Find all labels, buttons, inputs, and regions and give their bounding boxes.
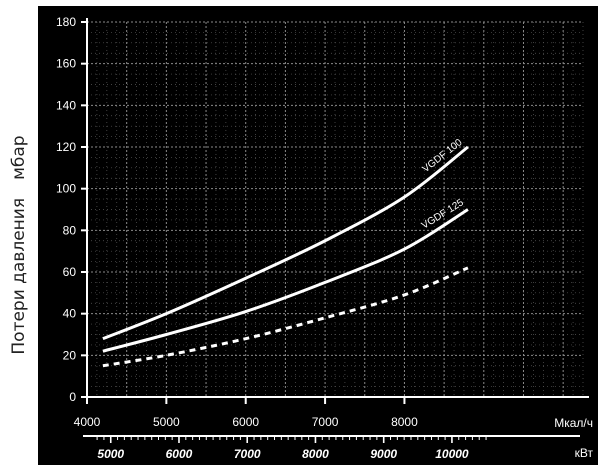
x2-tick-label: 10000 (435, 447, 469, 461)
y-tick-label: 60 (63, 265, 77, 279)
series-line-2 (102, 208, 469, 353)
x2-tick-label: 5000 (97, 447, 124, 461)
y-tick-label: 0 (69, 390, 76, 404)
y-tick-label: 120 (56, 140, 76, 154)
grid (86, 21, 584, 398)
x-tick-label: 4000 (74, 415, 101, 429)
x-axis-unit-label: Мкал/ч (554, 416, 593, 430)
y-axis-label: Потери давления (9, 197, 29, 355)
series-line-3 (102, 266, 469, 368)
y-axis-title: Потери давления мбар (9, 135, 29, 354)
y-tick-label: 160 (56, 57, 76, 71)
y-axis-title-area: Потери давления мбар (0, 0, 38, 465)
x-tick-label: 8000 (391, 415, 418, 429)
y-axis-unit: мбар (9, 135, 29, 180)
x2-tick-label: 6000 (166, 447, 193, 461)
x2-axis-unit-label: кВт (575, 446, 594, 460)
y-tick-label: 20 (63, 348, 77, 362)
y-tick-label: 40 (63, 307, 77, 321)
y-tick-label: 100 (56, 182, 76, 196)
y-tick-label: 180 (56, 15, 76, 29)
x-tick-label: 5000 (153, 415, 180, 429)
chart-background (38, 6, 598, 465)
series-line-1 (102, 145, 469, 341)
x2-tick-label: 9000 (370, 447, 397, 461)
x-tick-label: 7000 (312, 415, 339, 429)
x2-tick-label: 7000 (234, 447, 261, 461)
y-tick-label: 140 (56, 98, 76, 112)
x-tick-label: 6000 (232, 415, 259, 429)
x2-tick-label: 8000 (302, 447, 329, 461)
y-tick-label: 80 (63, 223, 77, 237)
